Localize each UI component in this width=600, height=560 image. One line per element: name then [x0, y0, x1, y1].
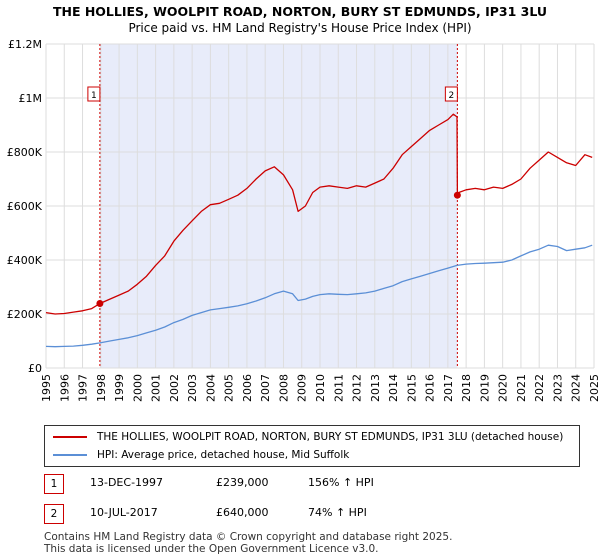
x-tick-label: 2015 [405, 374, 418, 402]
x-tick-label: 1999 [113, 374, 126, 402]
sale-point-2 [453, 191, 461, 199]
x-tick-label: 2011 [332, 374, 345, 402]
sale-badge-label-1: 1 [91, 91, 97, 101]
x-tick-label: 2013 [369, 374, 382, 402]
sale-date-2: 10-JUL-2017 [90, 506, 158, 519]
footer-license: This data is licensed under the Open Gov… [44, 543, 379, 555]
chart-title: THE HOLLIES, WOOLPIT ROAD, NORTON, BURY … [52, 4, 548, 19]
x-tick-label: 2018 [460, 374, 473, 402]
x-tick-label: 1998 [95, 374, 108, 402]
property-price-line [45, 113, 593, 315]
x-tick-label: 1996 [58, 374, 71, 402]
y-tick-label: £600K [7, 200, 43, 213]
x-tick-label: 2009 [296, 374, 309, 402]
x-tick-label: 2010 [314, 374, 327, 402]
x-tick-label: 2002 [168, 374, 181, 402]
x-tick-label: 2005 [223, 374, 236, 402]
legend-item-hpi: HPI: Average price, detached house, Mid … [53, 447, 349, 463]
sale-badge-box-2 [444, 86, 458, 102]
x-tick-label: 2020 [497, 374, 510, 402]
chart-subtitle: Price paid vs. HM Land Registry's House … [128, 21, 472, 35]
x-tick-label: 2008 [277, 374, 290, 402]
sale-badge-2: 2 [44, 504, 64, 524]
sale-hpi-delta-2: 74% ↑ HPI [308, 506, 367, 519]
x-tick-label: 2021 [515, 374, 528, 402]
sale-hpi-delta-1: 156% ↑ HPI [308, 476, 374, 489]
x-tick-label: 2024 [570, 374, 583, 402]
x-tick-label: 2025 [588, 374, 600, 402]
sale-badge-box-1 [87, 86, 101, 102]
sale-price-2: £640,000 [216, 506, 269, 519]
x-tick-label: 1995 [40, 374, 53, 402]
x-tick-label: 2016 [424, 374, 437, 402]
legend-item-property: THE HOLLIES, WOOLPIT ROAD, NORTON, BURY … [53, 429, 563, 445]
x-tick-label: 2019 [478, 374, 491, 402]
y-tick-label: £1.2M [8, 38, 42, 51]
x-tick-label: 2006 [241, 374, 254, 402]
y-tick-label: £400K [7, 254, 43, 267]
x-tick-label: 2017 [442, 374, 455, 402]
x-tick-label: 2014 [387, 374, 400, 402]
sale-point-1 [96, 299, 104, 307]
sale-badge-1: 1 [44, 474, 64, 494]
y-tick-label: £0 [28, 362, 42, 375]
price-chart: 1 2 £0 £200K £400K £600K £800K £1M £1.2M 1995 1996… [7, 38, 600, 402]
sale-date-1: 13-DEC-1997 [90, 476, 164, 489]
y-tick-label: £200K [7, 308, 43, 321]
sale-badge-label-2: 2 [448, 91, 454, 101]
y-tick-label: £800K [7, 146, 43, 159]
x-tick-label: 2003 [186, 374, 199, 402]
legend-label-property: THE HOLLIES, WOOLPIT ROAD, NORTON, BURY … [97, 431, 564, 443]
legend-swatch-hpi [53, 454, 87, 456]
legend-swatch-property [53, 436, 87, 438]
y-tick-label: £1M [19, 92, 43, 105]
x-tick-label: 1997 [77, 374, 90, 402]
x-tick-label: 2007 [259, 374, 272, 402]
hpi-line [45, 244, 593, 348]
x-tick-label: 2001 [150, 374, 163, 402]
sale-price-1: £239,000 [216, 476, 269, 489]
x-tick-label: 2022 [533, 374, 546, 402]
legend-label-hpi: HPI: Average price, detached house, Mid … [97, 449, 350, 461]
x-tick-label: 2023 [551, 374, 564, 402]
x-tick-label: 2000 [131, 374, 144, 402]
x-tick-label: 2012 [351, 374, 364, 402]
chart-legend: THE HOLLIES, WOOLPIT ROAD, NORTON, BURY … [44, 425, 580, 467]
footer-copyright: Contains HM Land Registry data © Crown c… [44, 531, 453, 543]
x-tick-label: 2004 [204, 374, 217, 402]
